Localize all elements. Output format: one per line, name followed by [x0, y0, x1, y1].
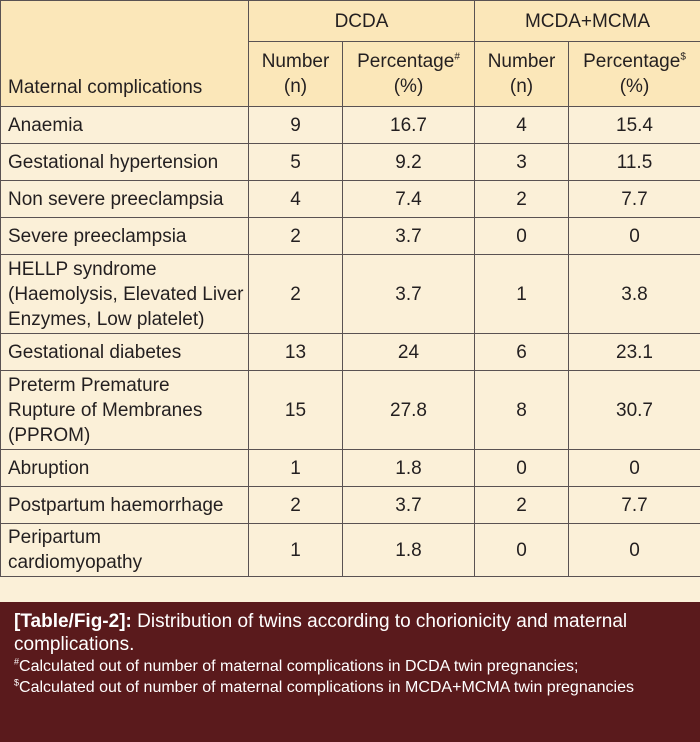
dcda-number-cell: 5: [248, 143, 343, 181]
mcda-number-cell: 0: [474, 449, 569, 487]
dcda-percentage-cell: 1.8: [342, 523, 475, 577]
table-row: Anaemia 9 16.7 4 15.4: [0, 106, 700, 144]
complication-label: Peripartum cardiomyopathy: [0, 523, 249, 577]
mcda-percentage-cell: 7.7: [568, 486, 700, 524]
dcda-percentage-cell: 27.8: [342, 370, 475, 450]
complication-label: Preterm Premature Rupture of Membranes (…: [0, 370, 249, 450]
mcda-percentage-cell: 0: [568, 449, 700, 487]
dcda-number-cell: 1: [248, 449, 343, 487]
figure-tag: [Table/Fig-2]:: [14, 611, 132, 632]
table-row: Preterm Premature Rupture of Membranes (…: [0, 370, 700, 450]
label-line: Peripartum: [8, 527, 101, 548]
mcda-number-cell: 0: [474, 523, 569, 577]
number-unit: (n): [509, 76, 534, 97]
caption-text: Distribution of twins according to chori…: [14, 611, 628, 655]
percentage-unit: (%): [619, 76, 650, 97]
label-line: (Haemolysis, Elevated Liver: [8, 283, 244, 305]
mcda-number-cell: 2: [474, 180, 569, 218]
mcda-percentage-cell: 7.7: [568, 180, 700, 218]
number-unit: (n): [283, 76, 308, 97]
mcda-percentage-cell: 0: [568, 523, 700, 577]
mcda-percentage-cell: 15.4: [568, 106, 700, 144]
row-label-header: Maternal complications: [0, 0, 249, 107]
footnote-text: Calculated out of number of maternal com…: [19, 679, 634, 696]
mcda-percentage-cell: 0: [568, 217, 700, 255]
mcda-percentage-cell: 30.7: [568, 370, 700, 450]
number-label: Number: [487, 51, 556, 72]
dcda-percentage-cell: 3.7: [342, 486, 475, 524]
dcda-percentage-cell: 7.4: [342, 180, 475, 218]
label-line: Preterm Premature: [8, 374, 170, 396]
dcda-percentage-cell: 9.2: [342, 143, 475, 181]
mcda-number-header: Number (n): [474, 41, 569, 107]
dcda-number-cell: 2: [248, 254, 343, 334]
dcda-percentage-header: Percentage# (%): [342, 41, 475, 107]
group-header-dcda: DCDA: [248, 0, 475, 42]
dcda-percentage-cell: 16.7: [342, 106, 475, 144]
dcda-number-cell: 2: [248, 486, 343, 524]
caption-main: [Table/Fig-2]: Distribution of twins acc…: [14, 610, 690, 656]
percentage-unit: (%): [393, 76, 424, 97]
percentage-label: Percentage: [357, 51, 455, 72]
dcda-percentage-cell: 1.8: [342, 449, 475, 487]
table-row: Gestational hypertension 5 9.2 3 11.5: [0, 143, 700, 181]
percentage-label: Percentage: [583, 51, 681, 72]
dcda-percentage-cell: 24: [342, 333, 475, 371]
complication-label: Postpartum haemorrhage: [0, 486, 249, 524]
mcda-number-cell: 4: [474, 106, 569, 144]
table-row: HELLP syndrome (Haemolysis, Elevated Liv…: [0, 254, 700, 334]
footnote-dcda: #Calculated out of number of maternal co…: [14, 656, 690, 677]
dcda-percentage-cell: 3.7: [342, 254, 475, 334]
dollar-mark: $: [680, 51, 686, 63]
mcda-number-cell: 0: [474, 217, 569, 255]
mcda-number-cell: 6: [474, 333, 569, 371]
footnote-mcda: $Calculated out of number of maternal co…: [14, 677, 690, 698]
mcda-number-cell: 1: [474, 254, 569, 334]
label-line: Rupture of Membranes: [8, 399, 203, 421]
dcda-number-cell: 4: [248, 180, 343, 218]
dcda-number-cell: 15: [248, 370, 343, 450]
complication-label: Gestational hypertension: [0, 143, 249, 181]
dcda-number-cell: 1: [248, 523, 343, 577]
complication-label: Non severe preeclampsia: [0, 180, 249, 218]
dcda-number-cell: 9: [248, 106, 343, 144]
mcda-percentage-cell: 23.1: [568, 333, 700, 371]
table-row: Non severe preeclampsia 4 7.4 2 7.7: [0, 180, 700, 218]
dcda-number-cell: 13: [248, 333, 343, 371]
complication-label: Abruption: [0, 449, 249, 487]
complication-label: HELLP syndrome (Haemolysis, Elevated Liv…: [0, 254, 249, 334]
mcda-number-cell: 8: [474, 370, 569, 450]
footnote-hash-mark: #: [14, 656, 20, 667]
complication-label: Severe preeclampsia: [0, 217, 249, 255]
table-caption: [Table/Fig-2]: Distribution of twins acc…: [0, 602, 700, 742]
complications-table: Maternal complications DCDA MCDA+MCMA Nu…: [0, 0, 700, 577]
footnote-text: Calculated out of number of maternal com…: [19, 658, 579, 675]
complication-label: Anaemia: [0, 106, 249, 144]
mcda-number-cell: 3: [474, 143, 569, 181]
table-row: Peripartum cardiomyopathy 1 1.8 0 0: [0, 523, 700, 577]
label-line: HELLP syndrome: [8, 258, 157, 280]
dcda-percentage-cell: 3.7: [342, 217, 475, 255]
hash-mark: #: [454, 51, 460, 63]
table-row: Abruption 1 1.8 0 0: [0, 449, 700, 487]
dcda-number-header: Number (n): [248, 41, 343, 107]
footnote-dollar-mark: $: [14, 677, 20, 688]
complication-label: Gestational diabetes: [0, 333, 249, 371]
label-line: (PPROM): [8, 424, 91, 446]
table-row: Severe preeclampsia 2 3.7 0 0: [0, 217, 700, 255]
table-row: Gestational diabetes 13 24 6 23.1: [0, 333, 700, 371]
mcda-number-cell: 2: [474, 486, 569, 524]
number-label: Number: [261, 51, 330, 72]
group-header-mcda-mcma: MCDA+MCMA: [474, 0, 700, 42]
dcda-number-cell: 2: [248, 217, 343, 255]
label-line: cardiomyopathy: [8, 552, 143, 573]
mcda-percentage-cell: 11.5: [568, 143, 700, 181]
mcda-percentage-header: Percentage$ (%): [568, 41, 700, 107]
label-line: Enzymes, Low platelet): [8, 308, 205, 330]
table-row: Postpartum haemorrhage 2 3.7 2 7.7: [0, 486, 700, 524]
mcda-percentage-cell: 3.8: [568, 254, 700, 334]
